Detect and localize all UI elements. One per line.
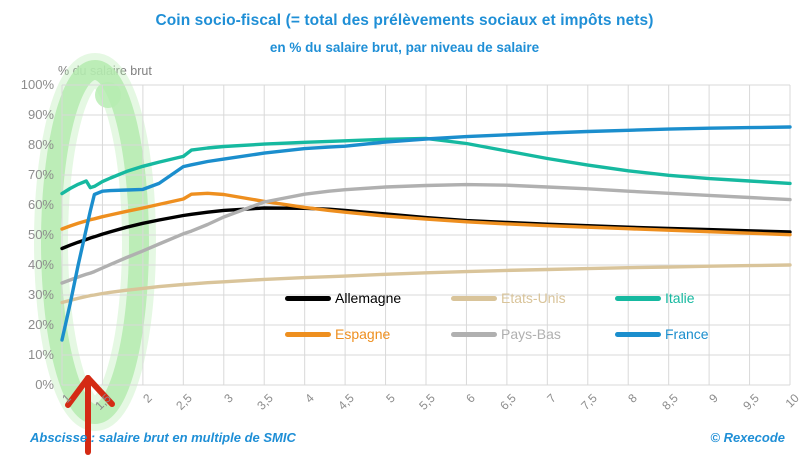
legend-item-etats-unis[interactable]: Etats-Unis (451, 290, 566, 306)
legend-color-swatch (285, 331, 331, 337)
footnote-abscissa: Abscisse : salaire brut en multiple de S… (30, 430, 296, 445)
legend-label: Allemagne (335, 290, 402, 306)
page-title: Coin socio-fiscal (= total des prélèveme… (155, 12, 654, 29)
legend-color-swatch (451, 295, 497, 301)
legend-label: Italie (665, 290, 695, 306)
green-highlight-ellipse (34, 53, 156, 431)
red-up-arrow (65, 375, 115, 455)
y-tick-label: 0% (35, 377, 54, 392)
y-tick-label: 80% (27, 137, 54, 152)
y-tick-label: 30% (27, 287, 54, 302)
y-tick-label: 70% (27, 167, 54, 182)
copyright-label: © Rexecode (710, 430, 785, 445)
legend-color-swatch (285, 295, 331, 301)
legend-label: Pays-Bas (501, 326, 561, 342)
y-tick-label: 10% (27, 347, 54, 362)
legend-color-swatch (451, 331, 497, 337)
y-tick-label: 20% (27, 317, 54, 332)
legend-item-italie[interactable]: Italie (615, 290, 695, 306)
legend-color-swatch (615, 295, 661, 301)
chart-legend: Allemagne Etats-Unis Italie Espagne Pays-Bas… (285, 290, 755, 358)
legend-item-espagne[interactable]: Espagne (285, 326, 390, 342)
legend-label: Etats-Unis (501, 290, 566, 306)
y-tick-label: 100% (20, 77, 54, 92)
y-tick-label: 50% (27, 227, 54, 242)
legend-item-allemagne[interactable]: Allemagne (285, 290, 401, 306)
legend-color-swatch (615, 331, 661, 337)
legend-label: Espagne (335, 326, 391, 342)
y-tick-label: 40% (27, 257, 54, 272)
legend-item-pays-bas[interactable]: Pays-Bas (451, 326, 561, 342)
series-lines (60, 125, 792, 342)
y-tick-label: 90% (27, 107, 54, 122)
page-subtitle: en % du salaire brut, par niveau de sala… (269, 40, 540, 55)
legend-label: France (665, 326, 709, 342)
legend-item-france[interactable]: France (615, 326, 709, 342)
y-tick-label: 60% (27, 197, 54, 212)
